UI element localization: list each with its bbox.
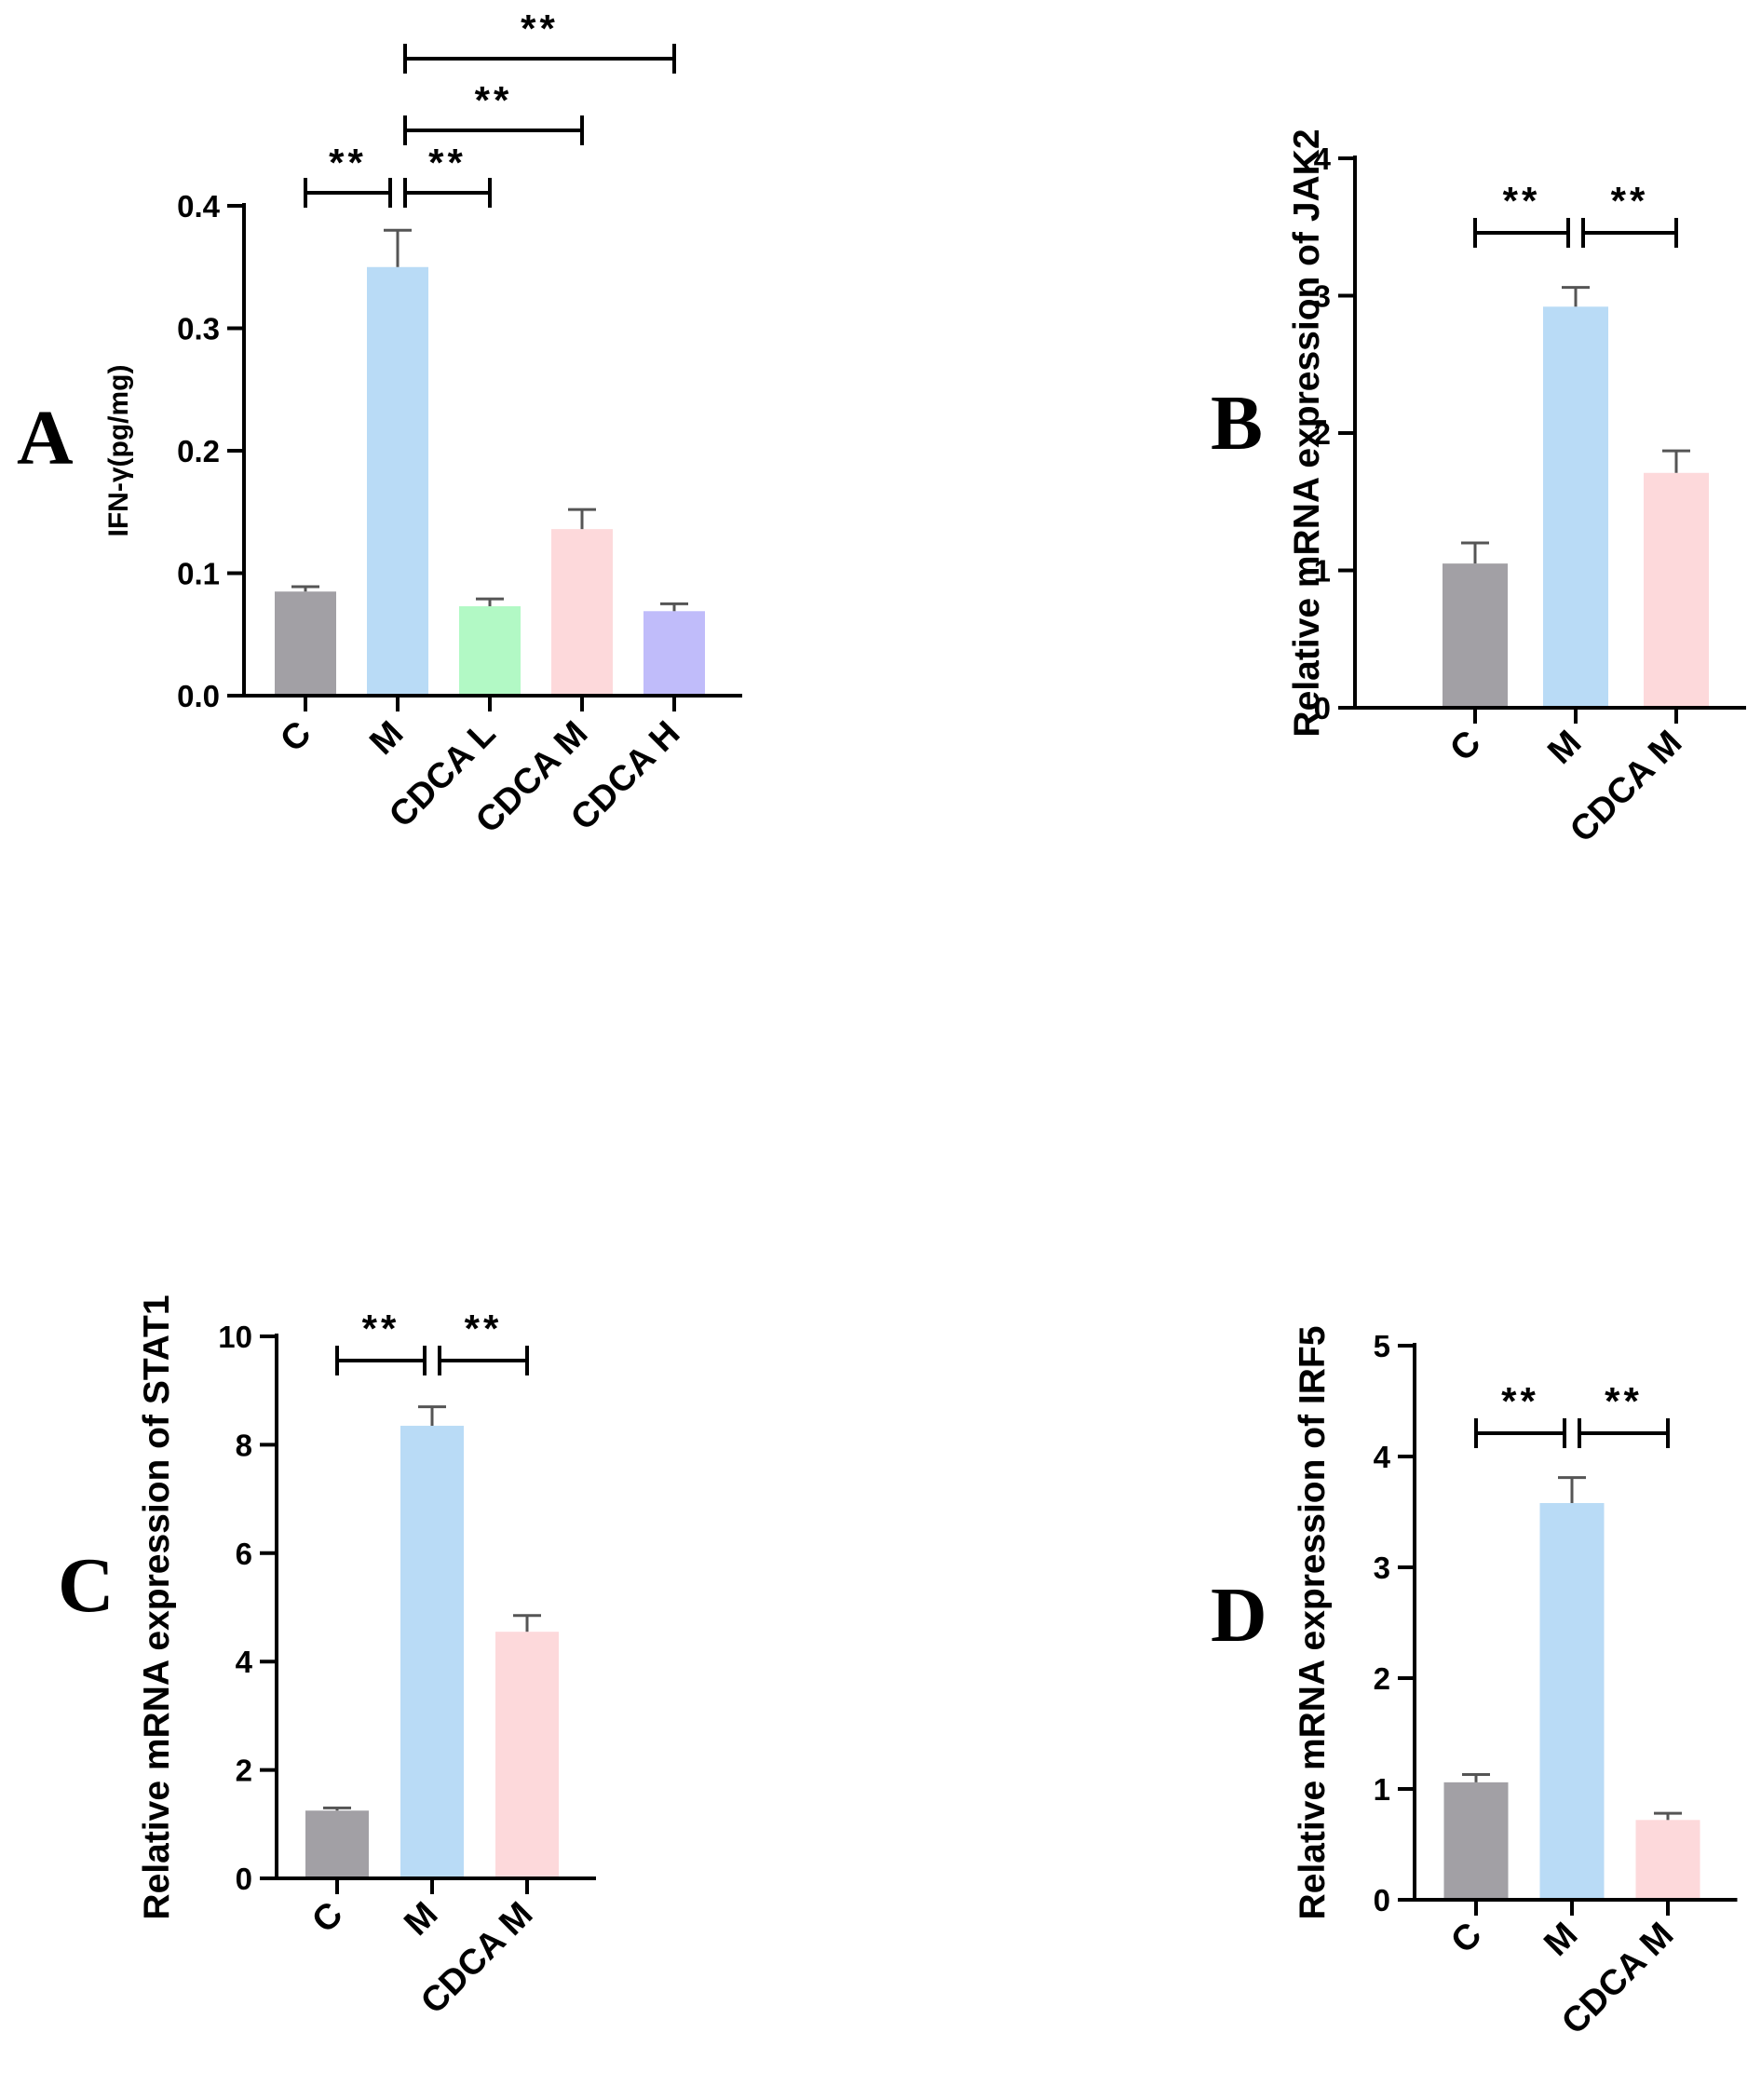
y-tick-label: 0 [1374, 1883, 1390, 1917]
bar-cdca-h [643, 611, 705, 696]
panel-b-letter: B [1211, 380, 1263, 467]
bar-c [275, 591, 336, 696]
bar-m [1539, 1502, 1605, 1900]
bar-m [400, 1426, 464, 1878]
y-tick-label: 0.0 [177, 679, 220, 713]
y-tick-label: 4 [1374, 1440, 1391, 1474]
x-tick-label: C [273, 714, 318, 760]
significance-label: ** [521, 7, 559, 50]
significance-label: ** [1501, 1379, 1539, 1423]
significance-label: ** [1503, 179, 1541, 223]
x-tick-label: M [362, 714, 411, 763]
y-tick-label: 4 [1314, 142, 1332, 176]
y-axis-title: Relative mRNA expression of JAK2 [1287, 129, 1327, 737]
bar-cdca-m [495, 1632, 559, 1878]
bar-c [1443, 1782, 1509, 1900]
y-tick-label: 6 [236, 1537, 252, 1571]
y-tick-label: 3 [1374, 1551, 1390, 1585]
y-tick-label: 8 [236, 1428, 252, 1462]
y-tick-label: 0 [236, 1862, 252, 1896]
y-tick-label: 1 [1314, 554, 1331, 589]
panel-a-letter: A [17, 395, 74, 481]
y-axis-title: IFN-γ(pg/mg) [103, 365, 134, 537]
panel-d-letter: D [1211, 1572, 1267, 1659]
y-tick-label: 0.2 [177, 434, 220, 468]
bar-c [305, 1810, 369, 1878]
x-tick-label: C [305, 1895, 350, 1941]
y-tick-label: 0.4 [177, 189, 221, 224]
significance-label: ** [362, 1307, 400, 1350]
y-tick-label: 4 [236, 1645, 253, 1679]
x-tick-label: CDCA M [1563, 724, 1689, 850]
y-tick-label: 1 [1374, 1772, 1390, 1807]
y-axis-title: Relative mRNA expression of STAT1 [137, 1294, 177, 1919]
bar-cdca-m [1635, 1820, 1700, 1900]
significance-label: ** [1605, 1379, 1643, 1423]
x-tick-label: C [1443, 724, 1488, 769]
y-tick-label: 0 [1314, 691, 1331, 725]
x-tick-label: M [397, 1895, 445, 1944]
bar-cdca-m [551, 529, 613, 696]
y-tick-label: 0.3 [177, 312, 220, 346]
y-tick-label: 0.1 [177, 557, 220, 591]
y-axis-title: Relative mRNA expression of IRF5 [1293, 1326, 1333, 1920]
y-tick-label: 2 [1314, 416, 1331, 451]
bar-m [1543, 306, 1608, 708]
significance-label: ** [329, 141, 367, 184]
y-tick-label: 3 [1314, 279, 1331, 314]
x-tick-label: M [1540, 724, 1589, 772]
bar-c [1443, 563, 1508, 708]
significance-label: ** [428, 141, 467, 184]
panel-c-letter: C [58, 1542, 115, 1629]
significance-label: ** [475, 78, 513, 122]
y-tick-label: 2 [1374, 1661, 1390, 1696]
y-tick-label: 2 [236, 1754, 252, 1788]
y-tick-label: 10 [218, 1320, 252, 1354]
x-tick-label: M [1537, 1916, 1585, 1964]
significance-label: ** [1611, 179, 1649, 223]
bar-m [367, 266, 428, 696]
bar-cdca-m [1644, 472, 1709, 708]
bar-cdca-l [459, 606, 521, 696]
y-tick-label: 5 [1374, 1329, 1390, 1363]
x-tick-label: C [1443, 1916, 1489, 1961]
significance-label: ** [465, 1307, 503, 1350]
